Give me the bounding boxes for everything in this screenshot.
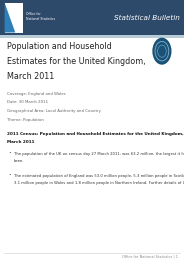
Text: 3.1 million people in Wales and 1.8 million people in Northern Ireland. Further : 3.1 million people in Wales and 1.8 mill… [14,181,184,185]
Text: •: • [8,174,11,178]
Text: 2011 Census: Population and Household Estimates for the United Kingdom,: 2011 Census: Population and Household Es… [7,132,184,136]
Text: been.: been. [14,159,24,163]
Text: •: • [8,152,11,156]
FancyBboxPatch shape [0,0,184,35]
Text: Estimates for the United Kingdom,: Estimates for the United Kingdom, [7,57,146,66]
Text: March 2011: March 2011 [7,72,55,81]
Text: Theme: Population: Theme: Population [7,118,44,121]
Text: Statistical Bulletin: Statistical Bulletin [114,15,180,21]
Text: March 2011: March 2011 [7,140,35,144]
Text: Office for National Statistics | 1: Office for National Statistics | 1 [123,254,178,258]
Circle shape [152,38,171,65]
Text: Date: 30 March 2011: Date: 30 March 2011 [7,100,49,104]
Text: Office for
National Statistics: Office for National Statistics [26,12,55,21]
Text: Geographical Area: Local Authority and Country: Geographical Area: Local Authority and C… [7,109,101,113]
Polygon shape [5,3,15,32]
Text: The estimated population of England was 53.0 million people, 5.3 million people : The estimated population of England was … [14,174,184,178]
Text: The population of the UK on census day 27 March 2011, was 63.2 million, the larg: The population of the UK on census day 2… [14,152,184,156]
Text: Population and Household: Population and Household [7,42,112,51]
FancyBboxPatch shape [0,35,184,38]
FancyBboxPatch shape [5,3,23,32]
Text: Coverage: England and Wales: Coverage: England and Wales [7,92,66,96]
